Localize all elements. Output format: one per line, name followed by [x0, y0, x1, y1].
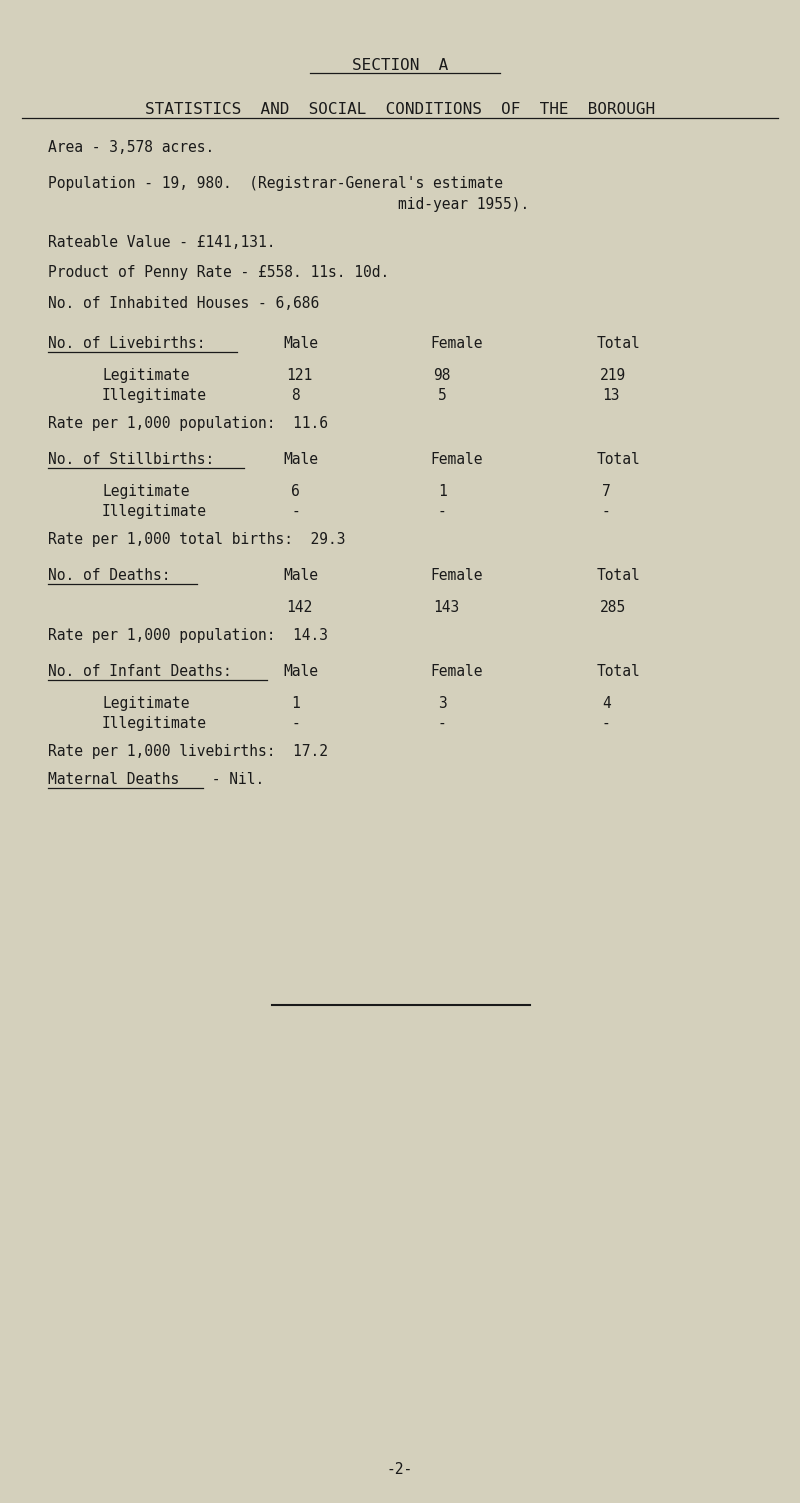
Text: SECTION  A: SECTION A — [352, 59, 448, 74]
Text: Illegitimate: Illegitimate — [102, 504, 207, 519]
Text: Total: Total — [597, 664, 641, 679]
Text: -: - — [291, 715, 300, 730]
Text: STATISTICS  AND  SOCIAL  CONDITIONS  OF  THE  BOROUGH: STATISTICS AND SOCIAL CONDITIONS OF THE … — [145, 102, 655, 117]
Text: 5: 5 — [438, 388, 446, 403]
Text: 4: 4 — [602, 696, 610, 711]
Text: Area - 3,578 acres.: Area - 3,578 acres. — [48, 140, 214, 155]
Text: No. of Deaths:: No. of Deaths: — [48, 568, 170, 583]
Text: Maternal Deaths: Maternal Deaths — [48, 773, 179, 788]
Text: -: - — [291, 504, 300, 519]
Text: No. of Inhabited Houses - 6,686: No. of Inhabited Houses - 6,686 — [48, 296, 319, 311]
Text: Female: Female — [430, 452, 482, 467]
Text: Total: Total — [597, 337, 641, 352]
Text: No. of Livebirths:: No. of Livebirths: — [48, 337, 206, 352]
Text: Rateable Value - £141,131.: Rateable Value - £141,131. — [48, 234, 275, 249]
Text: Rate per 1,000 population:  11.6: Rate per 1,000 population: 11.6 — [48, 416, 328, 431]
Text: 7: 7 — [602, 484, 610, 499]
Text: 6: 6 — [291, 484, 300, 499]
Text: Rate per 1,000 total births:  29.3: Rate per 1,000 total births: 29.3 — [48, 532, 346, 547]
Text: Female: Female — [430, 664, 482, 679]
Text: Rate per 1,000 population:  14.3: Rate per 1,000 population: 14.3 — [48, 628, 328, 643]
Text: 98: 98 — [433, 368, 450, 383]
Text: Male: Male — [283, 664, 318, 679]
Text: 3: 3 — [438, 696, 446, 711]
Text: -2-: -2- — [387, 1462, 413, 1477]
Text: Male: Male — [283, 452, 318, 467]
Text: Total: Total — [597, 568, 641, 583]
Text: 285: 285 — [600, 600, 626, 615]
Text: Illegitimate: Illegitimate — [102, 715, 207, 730]
Text: No. of Infant Deaths:: No. of Infant Deaths: — [48, 664, 232, 679]
Text: Female: Female — [430, 568, 482, 583]
Text: Legitimate: Legitimate — [102, 696, 190, 711]
Text: Illegitimate: Illegitimate — [102, 388, 207, 403]
Text: 142: 142 — [286, 600, 312, 615]
Text: Population - 19, 980.  (Registrar-General's estimate: Population - 19, 980. (Registrar-General… — [48, 176, 503, 191]
Text: -: - — [438, 504, 446, 519]
Text: Total: Total — [597, 452, 641, 467]
Text: 121: 121 — [286, 368, 312, 383]
Text: -: - — [438, 715, 446, 730]
Text: No. of Stillbirths:: No. of Stillbirths: — [48, 452, 214, 467]
Text: Legitimate: Legitimate — [102, 484, 190, 499]
Text: - Nil.: - Nil. — [203, 773, 264, 788]
Text: 219: 219 — [600, 368, 626, 383]
Text: 1: 1 — [291, 696, 300, 711]
Text: 13: 13 — [602, 388, 619, 403]
Text: Male: Male — [283, 337, 318, 352]
Text: -: - — [602, 715, 610, 730]
Text: mid-year 1955).: mid-year 1955). — [48, 197, 530, 212]
Text: 8: 8 — [291, 388, 300, 403]
Text: 143: 143 — [433, 600, 459, 615]
Text: Legitimate: Legitimate — [102, 368, 190, 383]
Text: Female: Female — [430, 337, 482, 352]
Text: Product of Penny Rate - £558. 11s. 10d.: Product of Penny Rate - £558. 11s. 10d. — [48, 265, 390, 280]
Text: 1: 1 — [438, 484, 446, 499]
Text: Rate per 1,000 livebirths:  17.2: Rate per 1,000 livebirths: 17.2 — [48, 744, 328, 759]
Text: -: - — [602, 504, 610, 519]
Text: Male: Male — [283, 568, 318, 583]
